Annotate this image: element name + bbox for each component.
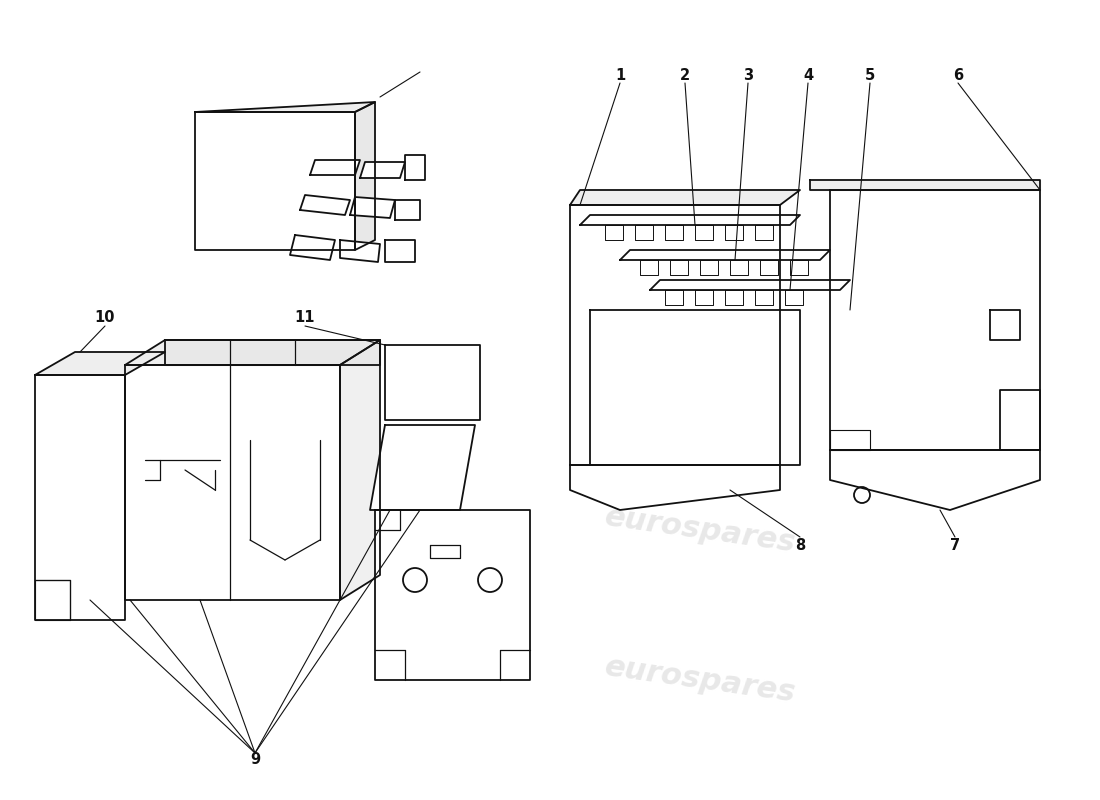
Text: 9: 9: [250, 753, 260, 767]
Text: 8: 8: [795, 538, 805, 553]
Polygon shape: [605, 225, 623, 240]
Polygon shape: [360, 162, 405, 178]
Polygon shape: [755, 225, 773, 240]
Polygon shape: [620, 250, 830, 260]
Polygon shape: [730, 260, 748, 275]
Polygon shape: [405, 155, 425, 180]
Polygon shape: [990, 310, 1020, 340]
Polygon shape: [35, 375, 125, 620]
Polygon shape: [385, 240, 415, 262]
Polygon shape: [666, 290, 683, 305]
Polygon shape: [670, 260, 688, 275]
Text: 10: 10: [95, 310, 116, 326]
Polygon shape: [125, 365, 340, 600]
Polygon shape: [35, 352, 165, 375]
Polygon shape: [580, 215, 800, 225]
Text: 3: 3: [742, 67, 754, 82]
Polygon shape: [830, 450, 1040, 510]
Polygon shape: [790, 260, 808, 275]
Polygon shape: [650, 280, 850, 290]
Polygon shape: [310, 160, 360, 175]
Polygon shape: [785, 290, 803, 305]
Polygon shape: [350, 197, 395, 218]
Polygon shape: [1000, 390, 1040, 450]
Polygon shape: [355, 102, 375, 250]
Polygon shape: [290, 235, 336, 260]
Polygon shape: [725, 225, 742, 240]
Polygon shape: [195, 102, 375, 112]
Polygon shape: [300, 195, 350, 215]
Polygon shape: [375, 510, 530, 680]
Polygon shape: [395, 200, 420, 220]
Text: eurospares: eurospares: [603, 652, 798, 708]
Text: eurospares: eurospares: [603, 502, 798, 558]
Polygon shape: [725, 290, 742, 305]
Polygon shape: [340, 240, 379, 262]
Polygon shape: [430, 545, 460, 558]
Polygon shape: [35, 580, 70, 620]
Polygon shape: [570, 465, 780, 510]
Polygon shape: [125, 340, 380, 365]
Polygon shape: [635, 225, 653, 240]
Polygon shape: [830, 190, 1040, 450]
Polygon shape: [666, 225, 683, 240]
Text: 11: 11: [295, 310, 316, 326]
Polygon shape: [570, 190, 800, 205]
Polygon shape: [590, 310, 800, 465]
Polygon shape: [760, 260, 778, 275]
Polygon shape: [195, 112, 355, 250]
Text: 1: 1: [615, 67, 625, 82]
Polygon shape: [700, 260, 718, 275]
Polygon shape: [695, 290, 713, 305]
Text: 6: 6: [953, 67, 964, 82]
Text: eurospares: eurospares: [122, 372, 318, 428]
Polygon shape: [385, 345, 480, 420]
Text: 5: 5: [865, 67, 876, 82]
Text: 4: 4: [803, 67, 813, 82]
Polygon shape: [570, 205, 780, 465]
Text: 7: 7: [950, 538, 960, 553]
Polygon shape: [830, 430, 870, 450]
Polygon shape: [165, 340, 380, 365]
Polygon shape: [755, 290, 773, 305]
Text: 2: 2: [680, 67, 690, 82]
Polygon shape: [340, 340, 379, 600]
Polygon shape: [695, 225, 713, 240]
Polygon shape: [370, 425, 475, 510]
Polygon shape: [640, 260, 658, 275]
Polygon shape: [810, 180, 1040, 190]
